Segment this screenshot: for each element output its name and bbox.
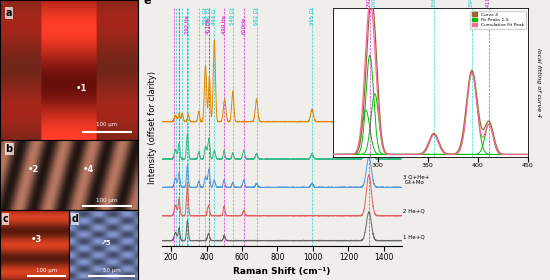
Text: 3 Q+He+
 Gt+Mo: 3 Q+He+ Gt+Mo <box>403 175 430 185</box>
Text: ↗5: ↗5 <box>100 240 111 246</box>
Text: 995 Gt: 995 Gt <box>310 8 315 25</box>
Text: b: b <box>6 144 13 154</box>
Text: 394 Gt: 394 Gt <box>203 8 208 25</box>
Text: 5 Gt+Q+
 Mo: 5 Gt+Q+ Mo <box>403 108 428 118</box>
Text: 610He: 610He <box>241 17 246 34</box>
Text: 100 μm: 100 μm <box>36 268 57 273</box>
Text: 682 Gt: 682 Gt <box>254 8 259 25</box>
Text: 499 He: 499 He <box>222 16 227 34</box>
Text: 292 He: 292 He <box>367 0 372 7</box>
Text: c: c <box>3 214 8 224</box>
Text: d: d <box>72 214 79 224</box>
Text: 100 μm: 100 μm <box>96 122 117 127</box>
Text: 411He: 411He <box>206 17 211 34</box>
Text: 416 Gt: 416 Gt <box>207 8 212 25</box>
Text: a: a <box>6 8 12 18</box>
Text: 444 Q: 444 Q <box>212 10 217 25</box>
Text: 394 Gt: 394 Gt <box>470 0 475 7</box>
Text: 548 Gt: 548 Gt <box>230 8 235 25</box>
Text: 2 He+Q: 2 He+Q <box>403 209 425 214</box>
Text: 50 μm: 50 μm <box>103 268 120 273</box>
Y-axis label: Intensity (offset for clarity): Intensity (offset for clarity) <box>148 71 157 184</box>
Text: 100 μm: 100 μm <box>96 198 117 203</box>
X-axis label: Raman Shift (cm⁻¹): Raman Shift (cm⁻¹) <box>233 267 331 276</box>
Text: •1: •1 <box>76 84 87 93</box>
Text: •3: •3 <box>31 235 42 244</box>
Legend: Curve 4, Fit Peaks 1-5, Cumulative Fit Peak: Curve 4, Fit Peaks 1-5, Cumulative Fit P… <box>470 11 526 29</box>
Text: 297 Gt: 297 Gt <box>372 0 377 7</box>
Text: •4: •4 <box>82 165 94 174</box>
Text: 356 Q: 356 Q <box>431 0 436 7</box>
Text: e: e <box>143 0 151 6</box>
Text: 292 He: 292 He <box>185 16 190 34</box>
Text: 1 He+Q: 1 He+Q <box>403 235 425 240</box>
Text: 4 Q+He+
 Gt+Mo: 4 Q+He+ Gt+Mo <box>403 146 430 157</box>
Text: local fitting of curve 4: local fitting of curve 4 <box>536 48 541 117</box>
Text: 411 He: 411 He <box>486 0 492 7</box>
Text: •2: •2 <box>28 165 39 174</box>
